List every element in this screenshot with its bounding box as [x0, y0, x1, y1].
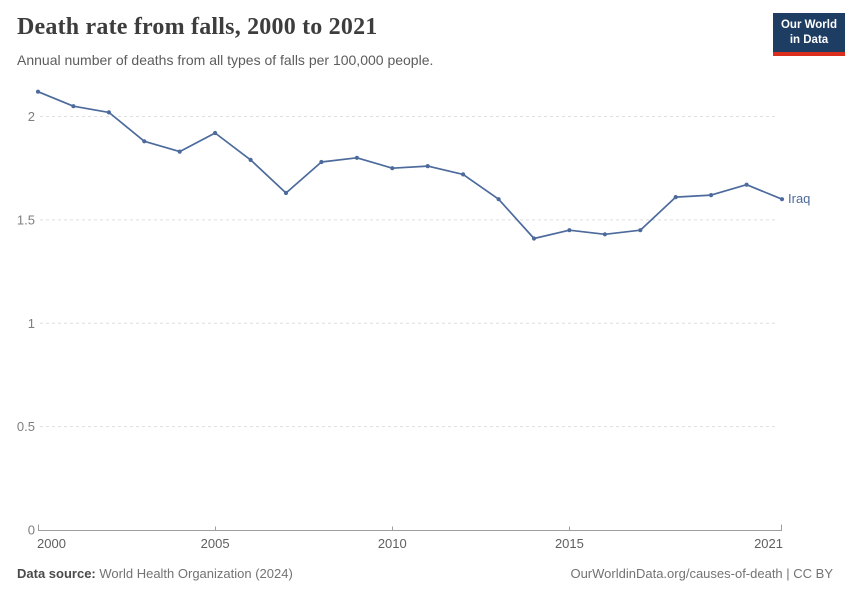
svg-text:2005: 2005 — [201, 536, 230, 551]
owid-logo: Our World in Data — [773, 13, 845, 56]
data-source-label: Data source: — [17, 566, 96, 581]
owid-logo-line1: Our World — [780, 19, 837, 31]
chart-title: Death rate from falls, 2000 to 2021 — [17, 14, 378, 40]
series-label-iraq[interactable]: Iraq — [788, 191, 811, 207]
chart-header: Death rate from falls, 2000 to 2021 Annu… — [17, 14, 755, 69]
svg-text:2: 2 — [28, 109, 35, 124]
svg-text:0.5: 0.5 — [17, 419, 35, 434]
credit-link[interactable]: OurWorldinData.org/causes-of-death | CC … — [570, 566, 833, 581]
svg-text:2000: 2000 — [37, 536, 66, 551]
svg-text:2015: 2015 — [555, 536, 584, 551]
svg-text:1: 1 — [28, 316, 35, 331]
chart-subtitle: Annual number of deaths from all types o… — [17, 51, 434, 68]
svg-text:2021: 2021 — [754, 536, 783, 551]
owid-logo-line2: in Data — [789, 33, 829, 46]
svg-text:1.5: 1.5 — [17, 212, 35, 227]
data-source-value: World Health Organization (2024) — [99, 566, 293, 581]
chart-footer: Data source: World Health Organization (… — [17, 566, 833, 581]
svg-text:2010: 2010 — [378, 536, 407, 551]
svg-text:0: 0 — [28, 523, 35, 538]
data-source: Data source: World Health Organization (… — [17, 566, 293, 581]
